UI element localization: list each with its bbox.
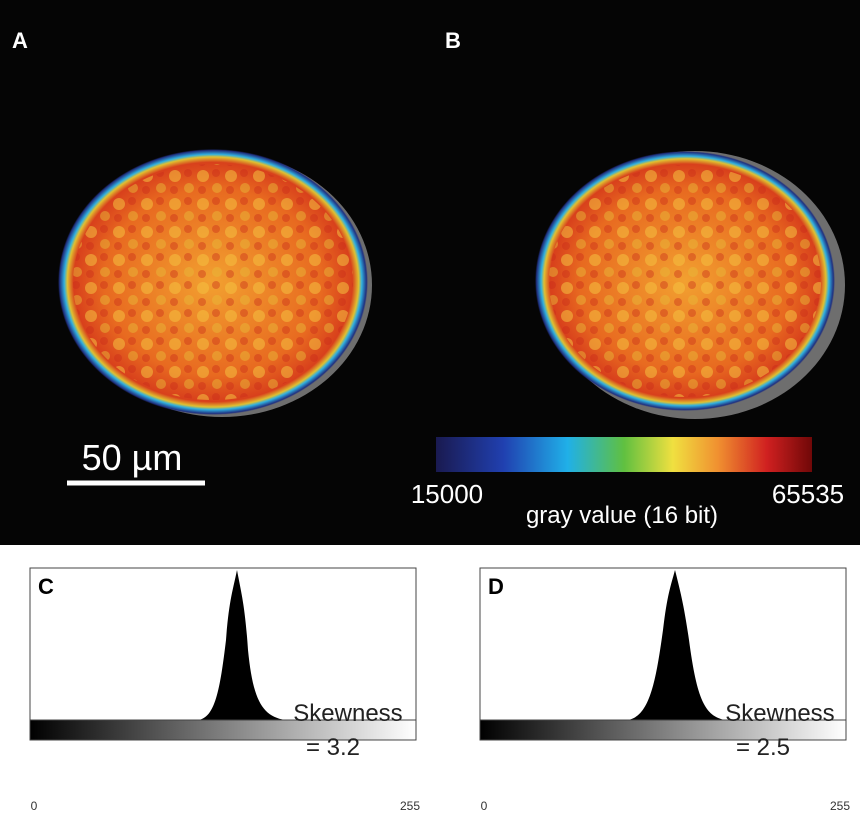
histogram bbox=[198, 570, 285, 720]
panel-label: B bbox=[445, 28, 461, 53]
cell-texture bbox=[549, 165, 821, 397]
axis-max: 255 bbox=[830, 799, 850, 813]
scale-label: 50 µm bbox=[82, 437, 183, 478]
axis-min: 0 bbox=[31, 799, 38, 813]
stat-name: Skewness bbox=[725, 700, 834, 727]
grayscale-bar bbox=[479, 719, 847, 741]
histogram bbox=[628, 570, 725, 720]
axis-min: 0 bbox=[481, 799, 488, 813]
cell-texture bbox=[73, 164, 353, 400]
colorbar bbox=[436, 437, 812, 472]
axis-max: 255 bbox=[400, 799, 420, 813]
panel-label: D bbox=[488, 574, 504, 599]
panel-label: A bbox=[12, 28, 28, 53]
colorbar-title: gray value (16 bit) bbox=[526, 502, 718, 529]
stat-value: = 2.5 bbox=[736, 734, 790, 761]
grayscale-bar bbox=[29, 719, 417, 741]
panel-label: C bbox=[38, 574, 54, 599]
colorbar-max: 65535 bbox=[772, 479, 844, 509]
stat-value: = 3.2 bbox=[306, 734, 360, 761]
stat-name: Skewness bbox=[293, 700, 402, 727]
colorbar-min: 15000 bbox=[411, 479, 483, 509]
